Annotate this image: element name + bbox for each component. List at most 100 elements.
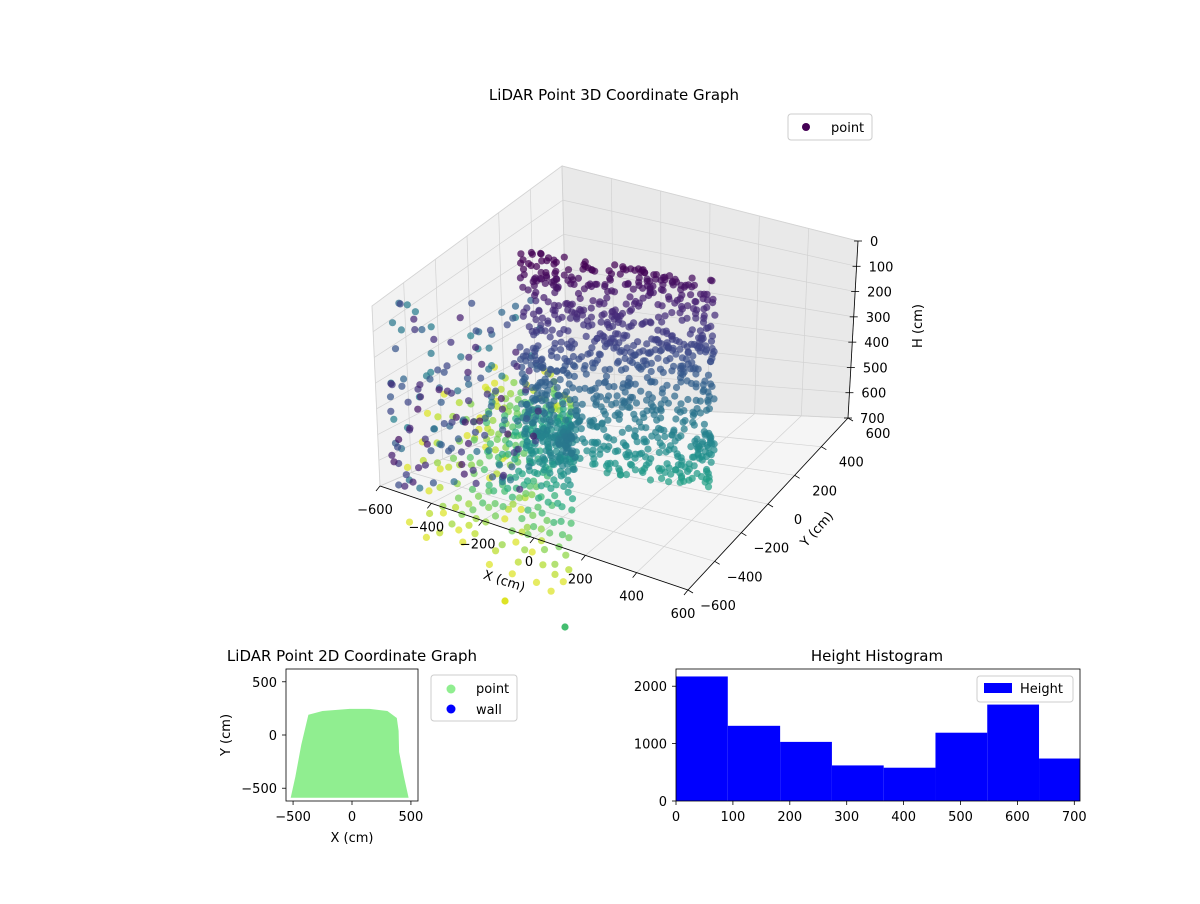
point-3d (578, 400, 586, 408)
point-3d (445, 447, 453, 455)
point-3d (524, 286, 532, 294)
point-3d (523, 477, 532, 485)
point-3d (611, 261, 619, 269)
point-3d (554, 453, 562, 461)
point-3d (606, 365, 614, 373)
point-3d (572, 401, 580, 409)
point-3d (578, 413, 586, 421)
point-3d (632, 399, 641, 407)
point-3d (568, 506, 576, 514)
tick-y-3d-2 (741, 532, 747, 537)
point-3d (479, 499, 487, 507)
point-3d (498, 541, 506, 549)
point-3d (518, 400, 526, 408)
point-3d (465, 353, 473, 361)
histogram-legend: Height (976, 675, 1074, 703)
point-3d (472, 327, 480, 335)
point-3d (545, 416, 553, 424)
point-3d (627, 306, 636, 314)
histogram-title: Height Histogram (811, 647, 943, 665)
tick-label-z-3d-5: 500 (863, 361, 888, 376)
point-3d (590, 416, 598, 424)
point-3d (473, 447, 481, 456)
tick-x-3d-0 (375, 485, 381, 492)
point-3d (625, 424, 633, 432)
point-3d (540, 466, 548, 474)
point-3d (538, 257, 546, 265)
point-3d (558, 313, 566, 321)
point-3d (581, 362, 589, 370)
tick-label-x-2d-0: −500 (275, 810, 311, 825)
point-3d (546, 449, 554, 457)
point-3d (654, 326, 662, 334)
point-3d (504, 484, 512, 492)
point-3d (707, 276, 715, 284)
tick-label-y-2d-0: −500 (241, 782, 277, 797)
point-3d (670, 362, 678, 370)
point-3d (416, 484, 424, 492)
point-3d (661, 396, 669, 404)
point-3d (556, 467, 565, 475)
point-3d (588, 438, 596, 446)
point-3d (538, 314, 547, 322)
point-3d (570, 372, 579, 380)
point-3d (553, 384, 561, 392)
tick-x-3d-4 (581, 555, 586, 561)
point-3d (498, 405, 506, 413)
point-3d (571, 395, 579, 403)
point-3d (637, 387, 645, 395)
point-3d (518, 528, 526, 536)
point-3d (483, 390, 491, 398)
point-3d (525, 367, 533, 375)
point-3d (619, 263, 627, 271)
tick-label-x-hist-7: 700 (1062, 810, 1087, 825)
point-3d (427, 323, 435, 331)
point-3d (516, 343, 524, 351)
point-3d (560, 326, 568, 334)
point-3d (395, 481, 403, 489)
tick-label-x-hist-4: 400 (891, 810, 916, 825)
point-3d (647, 367, 655, 376)
point-3d (520, 271, 528, 279)
point-3d (550, 378, 558, 386)
tick-label-x-2d-1: 0 (348, 810, 356, 825)
tick-label-x-3d-1: −400 (408, 520, 444, 535)
point-3d (632, 297, 640, 306)
point-3d (562, 416, 570, 424)
histogram-bar-2 (780, 741, 832, 801)
point-3d (409, 478, 417, 486)
point-3d (547, 484, 555, 492)
point-3d (528, 383, 536, 392)
point-3d (525, 454, 534, 463)
tick-label-x-3d-2: −200 (460, 538, 496, 553)
histogram-bar-0 (676, 676, 728, 801)
point-3d (596, 298, 604, 306)
point-3d (485, 503, 493, 511)
point-3d (564, 476, 572, 484)
point-3d (517, 505, 525, 513)
point-3d (677, 302, 686, 311)
point-3d (493, 435, 501, 443)
point-3d (671, 275, 679, 283)
point-3d (593, 280, 601, 288)
point-3d (449, 454, 458, 462)
point-3d (485, 365, 493, 373)
point-3d (601, 378, 610, 386)
point-3d (557, 346, 565, 354)
point-3d (562, 551, 570, 559)
point-3d (561, 355, 569, 363)
point-3d (395, 435, 403, 444)
point-3d (613, 392, 621, 400)
point-3d (654, 313, 663, 321)
point-3d (559, 405, 567, 413)
point-3d (630, 410, 638, 418)
point-3d (410, 315, 418, 323)
point-3d (691, 364, 699, 372)
point-3d (527, 248, 536, 257)
point-3d (665, 478, 673, 486)
point-3d (622, 300, 630, 308)
histogram-bar-3 (831, 765, 884, 801)
point-3d (455, 399, 463, 407)
point-3d (512, 348, 520, 356)
point-3d (687, 340, 695, 348)
